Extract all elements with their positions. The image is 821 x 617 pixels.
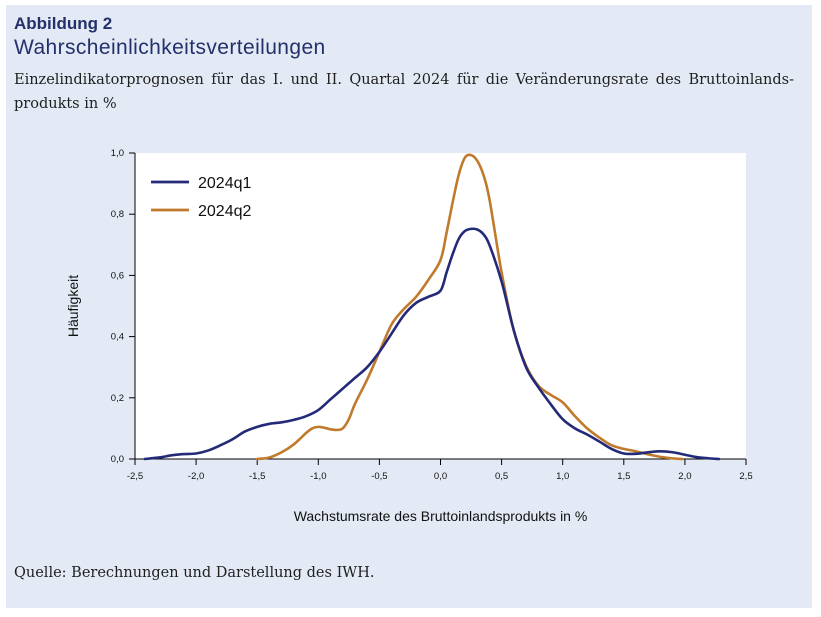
source-note: Quelle: Berechnungen und Darstellung des…	[14, 565, 375, 581]
x-tick-label: 0,5	[495, 471, 508, 482]
x-tick-label: -2,0	[188, 471, 204, 482]
legend-label-2024q1: 2024q1	[198, 175, 251, 192]
y-tick-label: 1,0	[111, 148, 124, 159]
x-tick-label: 2,0	[678, 471, 691, 482]
legend: 2024q1 2024q2	[151, 175, 251, 220]
figure-title: Wahrscheinlichkeitsverteilungen	[14, 36, 326, 59]
x-tick-label: -1,0	[310, 471, 326, 482]
x-axis-label: Wachstumsrate des Bruttoinlandsprodukts …	[294, 508, 588, 524]
plot-area	[135, 153, 746, 459]
legend-label-2024q2: 2024q2	[198, 203, 251, 220]
x-tick-label: 1,5	[617, 471, 630, 482]
y-tick-label: 0,2	[111, 393, 124, 404]
figure-subtitle: Einzelindikatorprognosen für das I. und …	[14, 72, 794, 112]
axes: -2,5 -2,0 -1,5 -1,0 -0,5 0,0 0,5 1,0 1,5 2,0 2,5 0,…	[111, 148, 753, 482]
x-tick-label: 2,5	[739, 471, 752, 482]
figure-number: Abbildung 2	[14, 14, 113, 33]
y-tick-label: 0,8	[111, 209, 124, 220]
y-tick-label: 0,0	[111, 454, 124, 465]
x-tick-label: 1,0	[556, 471, 569, 482]
series-line-2024q1	[143, 227, 721, 461]
y-axis-label: Häufigkeit	[65, 275, 81, 337]
y-tick-label: 0,6	[111, 270, 124, 281]
series-layer	[143, 153, 721, 461]
x-tick-label: 0,0	[434, 471, 447, 482]
x-tick-label: -0,5	[371, 471, 387, 482]
x-tick-label: -2,5	[127, 471, 143, 482]
series-line-2024q2	[255, 153, 684, 461]
x-tick-label: -1,5	[249, 471, 265, 482]
y-tick-label: 0,4	[111, 332, 124, 343]
